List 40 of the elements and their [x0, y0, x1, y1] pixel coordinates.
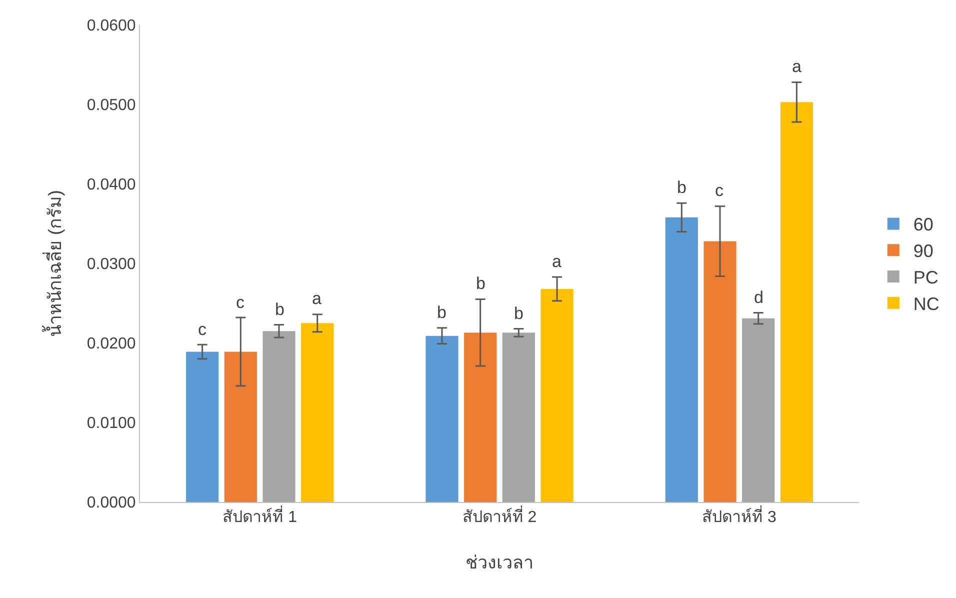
data-label: a: [312, 289, 322, 308]
y-tick-label: 0.0100: [86, 415, 136, 432]
data-label: b: [476, 274, 486, 293]
data-label: b: [437, 303, 446, 322]
data-label: a: [552, 252, 562, 271]
bar: [464, 332, 497, 502]
data-label: b: [514, 304, 524, 323]
legend-label: PC: [913, 268, 938, 288]
legend-label: 60: [913, 214, 934, 235]
bar: [301, 323, 334, 502]
data-label: c: [715, 181, 724, 200]
bar: [426, 336, 458, 502]
x-tick-label: สัปดาห์ที่ 2: [462, 505, 537, 526]
data-label: a: [792, 57, 802, 76]
data-label: b: [677, 178, 686, 197]
bar: [262, 331, 296, 502]
y-tick-label: 0.0300: [86, 256, 136, 274]
legend-label: NC: [913, 294, 940, 314]
x-tick-label: สัปดาห์ที่ 3: [702, 505, 776, 526]
bar: [186, 352, 219, 502]
bar: [742, 318, 775, 502]
x-axis-title: ช่วงเวลา: [466, 552, 534, 572]
x-tick-label: สัปดาห์ที่ 1: [222, 505, 298, 526]
legend-label: 90: [913, 241, 934, 262]
bar: [224, 352, 257, 502]
y-tick-label: 0.0600: [86, 18, 136, 35]
y-axis-title: น้ำหนักเฉลี่ย (กรัม): [42, 190, 66, 337]
bar: [665, 217, 698, 502]
y-tick-label: 0.0000: [86, 494, 136, 512]
y-tick-label: 0.0400: [86, 176, 136, 194]
y-tick-label: 0.0200: [86, 336, 136, 353]
data-label: b: [275, 300, 284, 319]
data-label: c: [236, 293, 245, 312]
bar: [704, 241, 736, 502]
bar: [540, 288, 574, 502]
y-tick-label: 0.0500: [86, 97, 136, 114]
data-label: c: [198, 320, 207, 339]
data-label: d: [754, 288, 764, 307]
bar: [780, 102, 813, 502]
bar: [502, 332, 535, 502]
